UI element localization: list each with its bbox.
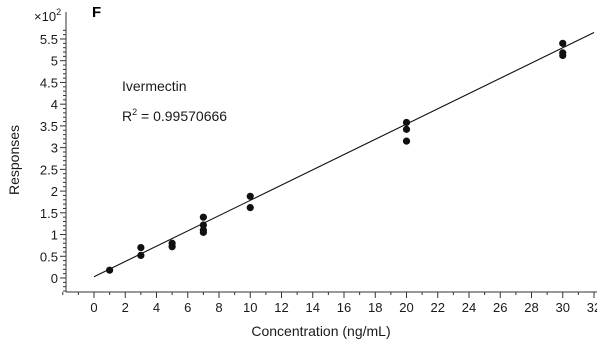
y-tick-label: 3 [51,141,58,156]
x-tick-label: 32 [587,300,597,315]
r-squared: R2 = 0.99570666 [122,107,227,124]
x-tick-label: 10 [243,300,257,315]
x-tick-label: 20 [399,300,413,315]
x-tick-label: 30 [556,300,570,315]
y-tick-label: 1 [51,228,58,243]
x-axis-title: Concentration (ng/mL) [251,323,390,339]
x-tick-label: 18 [368,300,382,315]
x-tick-label: 12 [274,300,288,315]
r-squared-value: = 0.99570666 [137,108,227,124]
data-point [559,39,567,47]
y-multiplier-base: ×10 [34,9,56,24]
y-tick-label: 1.5 [40,206,58,221]
x-tick-label: 2 [122,300,129,315]
x-tick-label: 22 [431,300,445,315]
data-point [137,251,145,260]
y-tick-label: 4 [51,97,58,112]
y-axis: 0 0.5 1 1.5 2 2.5 3 3.5 4 4.5 5 5.5 [40,12,67,292]
y-multiplier: ×102 [34,7,61,24]
data-point [199,213,207,221]
y-axis-title: Responses [6,125,22,195]
data-point [199,221,207,229]
x-tick-label: 0 [90,300,97,315]
x-tick-label: 8 [215,300,222,315]
data-points [106,39,567,274]
y-multiplier-exponent: 2 [56,7,61,17]
y-tick-label: 4.5 [40,75,58,90]
r-squared-exponent: 2 [132,107,137,117]
y-tick-label: 0.5 [40,249,58,264]
x-tick-label: 28 [524,300,538,315]
data-point [559,51,567,60]
y-tick-label: 5 [51,54,58,69]
data-point [402,118,411,127]
y-tick-label: 0 [51,271,58,286]
x-tick-label: 14 [306,300,320,315]
x-axis: 02468101214161820222426283032 [62,291,597,315]
data-point [199,228,207,236]
data-point [246,204,254,212]
panel-label: F [92,4,101,21]
data-point [402,137,411,145]
y-tick-label: 2.5 [40,162,58,177]
x-tick-label: 6 [184,300,191,315]
data-point [246,192,254,200]
fit-line-layer [93,31,595,278]
compound-name: Ivermectin [122,78,187,94]
data-point [402,125,411,133]
r-squared-prefix: R [122,108,132,124]
data-point [168,243,176,251]
x-tick-label: 16 [337,300,351,315]
y-tick-label: 5.5 [40,32,58,47]
x-tick-label: 24 [462,300,476,315]
x-tick-label: 4 [153,300,160,315]
data-point [137,243,145,252]
y-tick-label: 2 [51,184,58,199]
regression-line [93,31,595,278]
data-point [106,266,114,274]
y-tick-label: 3.5 [40,119,58,134]
x-tick-label: 26 [493,300,507,315]
